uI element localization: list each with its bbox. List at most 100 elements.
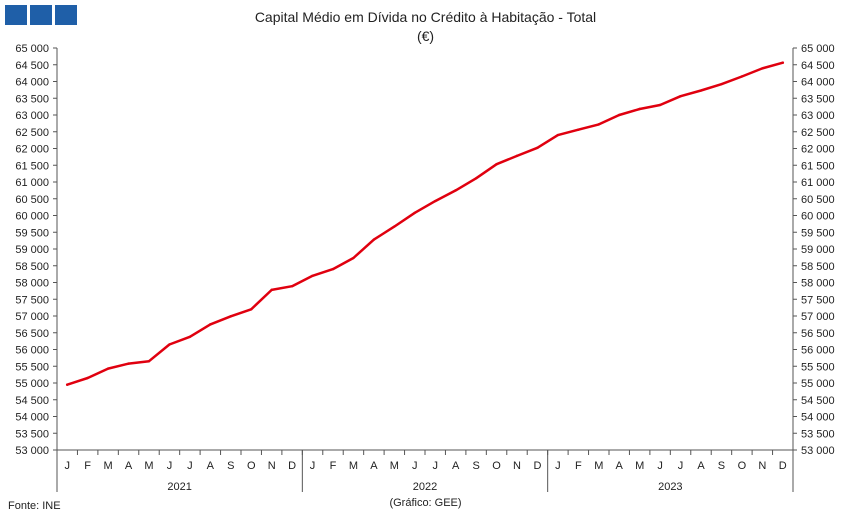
y-tick-label-right: 64 000 (801, 77, 835, 89)
data-point (720, 82, 723, 86)
data-point (413, 211, 416, 215)
x-tick-label: J (64, 460, 70, 472)
x-tick-label: F (575, 460, 582, 472)
data-point (740, 75, 744, 78)
y-tick-label-left: 55 500 (15, 361, 49, 373)
x-tick-label: A (616, 460, 624, 472)
source-note: Fonte: INE (8, 500, 61, 512)
y-tick-label-right: 64 500 (801, 60, 835, 72)
data-point (474, 177, 478, 180)
y-tick-label-right: 54 000 (801, 412, 835, 424)
chart-unit: (€) (416, 28, 435, 44)
data-point (209, 323, 212, 326)
y-tick-label-left: 58 500 (15, 261, 49, 273)
data-point (352, 256, 355, 260)
y-tick-label-right: 59 000 (801, 244, 835, 256)
x-tick-label: O (738, 460, 747, 472)
data-point (372, 238, 376, 241)
y-tick-label-left: 63 000 (15, 110, 49, 122)
y-tick-label-right: 63 000 (801, 110, 835, 122)
x-tick-label: N (268, 460, 276, 472)
y-tick-label-left: 62 500 (15, 127, 49, 139)
logo-block (55, 5, 77, 25)
y-tick-label-left: 58 000 (15, 278, 49, 290)
data-point (495, 163, 498, 166)
x-tick-label: F (84, 460, 91, 472)
x-tick-label: J (187, 460, 193, 472)
x-tick-label: J (432, 460, 438, 472)
y-tick-label-left: 64 500 (15, 60, 49, 72)
y-tick-label-right: 55 500 (801, 361, 835, 373)
y-tick-label-left: 56 000 (15, 345, 49, 357)
y-tick-label-left: 60 000 (15, 211, 49, 223)
x-tick-label: M (635, 460, 644, 472)
y-tick-label-right: 54 500 (801, 395, 835, 407)
x-tick-label: N (513, 460, 521, 472)
x-tick-label: M (594, 460, 603, 472)
series-line (65, 61, 785, 386)
chart-credit: (Gráfico: GEE) (389, 497, 462, 509)
x-tick-label: J (657, 460, 663, 472)
data-point (250, 308, 253, 311)
x-tick-label: S (227, 460, 234, 472)
x-tick-label: D (288, 460, 296, 472)
data-point (229, 315, 232, 318)
data-point (638, 107, 641, 111)
y-tick-label-left: 55 000 (15, 378, 49, 390)
x-tick-label: S (472, 460, 479, 472)
y-tick-label-right: 57 000 (801, 311, 835, 323)
data-point (556, 133, 560, 137)
y-tick-label-left: 56 500 (15, 328, 49, 340)
data-point (536, 146, 539, 150)
logo-block (30, 5, 52, 25)
y-tick-label-left: 54 500 (15, 395, 49, 407)
y-tick-label-right: 57 500 (801, 294, 835, 306)
y-tick-label-right: 58 000 (801, 278, 835, 290)
y-tick-label-right: 63 500 (801, 93, 835, 105)
x-tick-label: A (370, 460, 378, 472)
y-tick-label-left: 65 000 (15, 43, 49, 55)
y-tick-label-right: 59 500 (801, 227, 835, 239)
data-point (331, 267, 335, 271)
y-tick-label-right: 60 000 (801, 211, 835, 223)
y-tick-label-right: 56 500 (801, 328, 835, 340)
x-tick-label: A (697, 460, 705, 472)
data-point (188, 335, 192, 338)
x-tick-label: D (779, 460, 787, 472)
data-point (679, 95, 682, 98)
x-tick-label: N (758, 460, 766, 472)
x-tick-label: S (718, 460, 725, 472)
y-tick-label-left: 63 500 (15, 93, 49, 105)
y-tick-label-left: 54 000 (15, 412, 49, 424)
y-tick-label-left: 64 000 (15, 77, 49, 89)
y-tick-label-left: 57 000 (15, 311, 49, 323)
x-tick-label: A (207, 460, 215, 472)
x-tick-label: A (125, 460, 133, 472)
x-tick-label: O (492, 460, 501, 472)
y-tick-label-right: 60 500 (801, 194, 835, 206)
x-tick-label: M (144, 460, 153, 472)
data-point (658, 103, 662, 107)
x-tick-label: M (104, 460, 113, 472)
data-point (577, 128, 580, 131)
y-tick-label-left: 59 000 (15, 244, 49, 256)
data-point (515, 154, 519, 158)
data-point (86, 376, 89, 380)
data-point (761, 67, 764, 70)
y-tick-label-right: 62 000 (801, 144, 835, 156)
year-label: 2022 (413, 481, 437, 493)
data-point (127, 362, 130, 365)
data-point (290, 284, 294, 288)
x-tick-label: J (412, 460, 418, 472)
y-tick-label-left: 53 500 (15, 428, 49, 440)
year-label: 2021 (167, 481, 191, 493)
y-tick-label-right: 61 500 (801, 160, 835, 172)
x-tick-label: F (330, 460, 337, 472)
chart-title: Capital Médio em Dívida no Crédito à Hab… (254, 9, 597, 25)
data-point (434, 199, 437, 203)
data-point (454, 189, 457, 192)
x-tick-label: J (167, 460, 173, 472)
y-tick-label-left: 60 500 (15, 194, 49, 206)
y-tick-label-left: 59 500 (15, 227, 49, 239)
